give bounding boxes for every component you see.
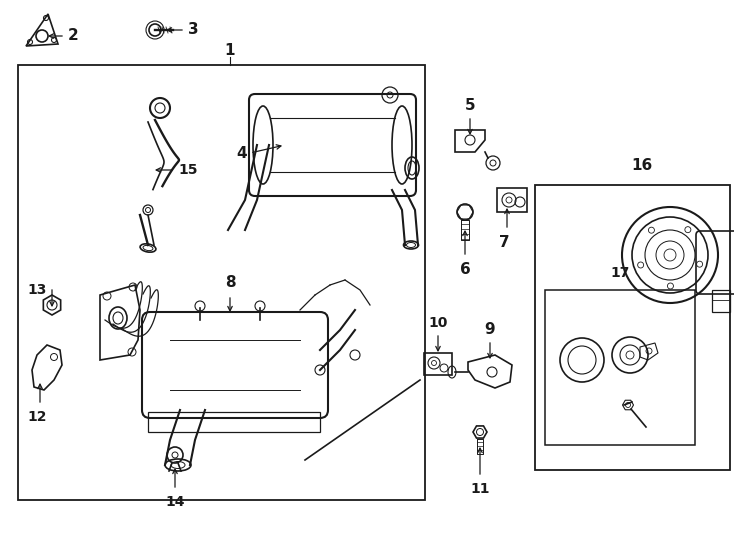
Bar bbox=[424, 353, 452, 375]
Text: 8: 8 bbox=[225, 275, 236, 290]
Text: 4: 4 bbox=[236, 145, 247, 160]
Text: 6: 6 bbox=[459, 262, 470, 277]
Bar bbox=[535, 185, 730, 470]
Text: 5: 5 bbox=[465, 98, 476, 113]
Text: 17: 17 bbox=[610, 266, 630, 280]
Bar bbox=[712, 290, 730, 312]
Text: 15: 15 bbox=[178, 163, 197, 177]
Text: 14: 14 bbox=[165, 495, 185, 509]
Text: 2: 2 bbox=[68, 29, 79, 44]
Bar bbox=[148, 412, 320, 432]
Bar bbox=[545, 290, 695, 445]
Text: 1: 1 bbox=[225, 43, 236, 58]
Text: 12: 12 bbox=[27, 410, 47, 424]
Text: 13: 13 bbox=[28, 283, 47, 297]
Text: 3: 3 bbox=[188, 23, 199, 37]
Bar bbox=[18, 65, 425, 500]
Text: 7: 7 bbox=[498, 235, 509, 250]
Text: 11: 11 bbox=[470, 482, 490, 496]
Text: 10: 10 bbox=[429, 316, 448, 330]
Text: 9: 9 bbox=[484, 322, 495, 337]
Bar bbox=[497, 188, 527, 212]
Text: 16: 16 bbox=[632, 158, 653, 173]
